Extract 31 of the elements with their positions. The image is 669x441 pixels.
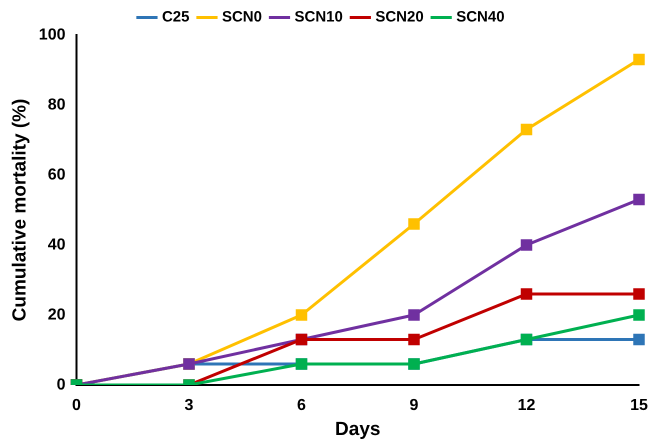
point — [633, 334, 645, 346]
y-tick-label: 80 — [48, 96, 66, 114]
x-tick-label: 9 — [410, 397, 419, 414]
point — [520, 239, 532, 251]
y-tick-label: 40 — [48, 236, 66, 254]
legend-label: SCN0 — [222, 8, 262, 26]
point — [408, 309, 420, 321]
point — [408, 334, 420, 346]
point — [633, 309, 645, 321]
point — [520, 124, 532, 136]
legend-label: SCN20 — [375, 8, 424, 26]
y-tick-label: 20 — [48, 306, 66, 324]
point — [633, 194, 645, 206]
y-tick-label: 100 — [38, 26, 66, 44]
legend-label: C25 — [162, 8, 190, 26]
y-axis-title: Cumulative mortality (%) — [10, 98, 31, 322]
legend-label: SCN10 — [294, 8, 343, 26]
point — [520, 288, 532, 300]
x-tick-label: 3 — [184, 397, 194, 414]
x-axis-title: Days — [335, 418, 380, 440]
point — [408, 218, 420, 230]
point — [296, 309, 308, 321]
y-tick-label: 60 — [48, 166, 66, 184]
x-tick-label: 15 — [630, 397, 648, 414]
point — [633, 288, 645, 300]
x-tick-label: 0 — [72, 397, 82, 414]
y-tick-label: 0 — [56, 376, 66, 394]
x-tick-label: 12 — [518, 397, 536, 414]
x-tick-label: 6 — [297, 397, 306, 414]
legend-label: SCN40 — [456, 8, 505, 26]
point — [633, 54, 645, 66]
